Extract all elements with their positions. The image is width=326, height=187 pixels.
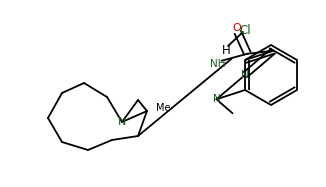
Text: N: N: [213, 94, 220, 104]
Text: N: N: [241, 70, 249, 80]
Text: H: H: [222, 44, 230, 56]
Text: O: O: [232, 23, 241, 33]
Text: Me: Me: [156, 103, 170, 113]
Text: Cl: Cl: [239, 24, 251, 36]
Text: NH: NH: [210, 59, 225, 69]
Text: N: N: [118, 117, 126, 127]
